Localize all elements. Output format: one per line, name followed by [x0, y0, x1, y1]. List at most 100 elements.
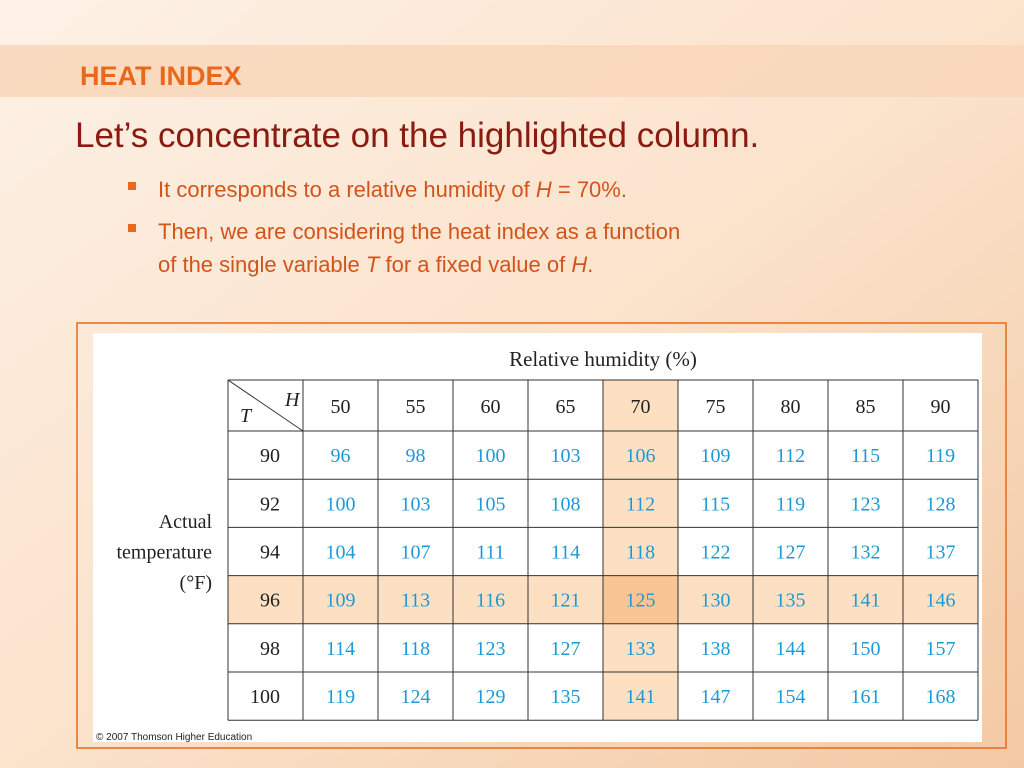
humidity-label: 70	[631, 396, 651, 418]
cell-value: 150	[851, 638, 881, 660]
temperature-label: 94	[260, 542, 280, 564]
cell-value: 168	[926, 686, 956, 708]
cell-value: 119	[776, 493, 805, 515]
cell-value: 116	[476, 590, 505, 612]
cell-value: 133	[626, 638, 656, 660]
cell-value: 141	[626, 686, 656, 708]
highlight-cell	[603, 380, 678, 431]
cell-value: 122	[701, 542, 731, 564]
cell-value: 119	[326, 686, 355, 708]
cell-value: 123	[476, 638, 506, 660]
humidity-label: 90	[931, 396, 951, 418]
cell-value: 129	[476, 686, 506, 708]
text-run: H	[536, 177, 552, 202]
cell-value: 118	[626, 542, 655, 564]
cell-value: 161	[851, 686, 881, 708]
highlight-cell	[603, 431, 678, 480]
cell-value: 107	[401, 542, 431, 564]
highlight-cell	[378, 575, 453, 624]
cell-value: 111	[476, 542, 505, 564]
cell-value: 114	[326, 638, 355, 660]
text-run: Then, we are considering the heat index …	[158, 219, 680, 244]
cell-value: 138	[701, 638, 731, 660]
row-header: (°F)	[180, 572, 212, 594]
bullet-icon	[128, 224, 136, 232]
slide-title: HEAT INDEX	[80, 61, 242, 91]
row-header: Actual	[159, 511, 213, 533]
highlight-cell	[228, 575, 303, 624]
cell-value: 137	[926, 542, 956, 564]
cell-value: 113	[401, 590, 430, 612]
temperature-label: 100	[250, 686, 280, 708]
cell-value: 114	[551, 542, 580, 564]
highlight-cell	[603, 527, 678, 576]
cell-value: 109	[701, 445, 731, 467]
cell-value: 127	[776, 542, 806, 564]
bullet-text: of the single variable T for a fixed val…	[158, 252, 593, 277]
table-line	[227, 379, 304, 432]
cell-value: 106	[626, 445, 656, 467]
cell-value: 124	[401, 686, 431, 708]
cell-value: 146	[926, 590, 956, 612]
cell-value: 109	[326, 590, 356, 612]
cell-value: 100	[476, 445, 506, 467]
cell-value: 157	[926, 638, 956, 660]
humidity-label: 55	[406, 396, 426, 418]
cell-value: 108	[551, 493, 581, 515]
text-run: It corresponds to a relative humidity of	[158, 177, 536, 202]
cell-value: 100	[326, 493, 356, 515]
text-run: for a fixed value of	[379, 252, 571, 277]
cell-value: 135	[776, 590, 806, 612]
corner-row: T	[240, 405, 253, 427]
cell-value: 135	[551, 686, 581, 708]
text-run: T	[366, 252, 381, 277]
cell-value: 125	[626, 590, 656, 612]
cell-value: 119	[926, 445, 955, 467]
cell-value: 112	[626, 493, 655, 515]
humidity-label: 65	[556, 396, 576, 418]
cell-value: 118	[401, 638, 430, 660]
cell-value: 115	[851, 445, 880, 467]
cell-value: 103	[401, 493, 431, 515]
cell-value: 147	[701, 686, 731, 708]
highlight-cell	[528, 575, 603, 624]
temperature-label: 96	[260, 590, 280, 612]
cell-value: 121	[551, 590, 581, 612]
cell-value: 130	[701, 590, 731, 612]
highlight-cell	[828, 575, 903, 624]
cell-value: 104	[326, 542, 356, 564]
highlight-cell	[453, 575, 528, 624]
cell-value: 115	[701, 493, 730, 515]
heading: Let’s concentrate on the highlighted col…	[75, 116, 759, 155]
cell-value: 96	[331, 445, 351, 467]
cell-value: 128	[926, 493, 956, 515]
text-run: .	[587, 252, 593, 277]
table: 50 55 60 65 70 75 80 85 90 90 96 98 100 103 106 109 112 1…	[228, 380, 978, 721]
bullet-text: Then, we are considering the heat index …	[158, 219, 680, 244]
highlight-cell	[903, 575, 978, 624]
corner-column: H	[284, 389, 301, 411]
text-run: = 70%.	[552, 177, 627, 202]
cell-value: 98	[406, 445, 426, 467]
table-lines	[227, 379, 979, 721]
highlight-cell	[753, 575, 828, 624]
cell-value: 127	[551, 638, 581, 660]
cell-value: 105	[476, 493, 506, 515]
bullet-icon	[128, 182, 136, 190]
cell-value: 123	[851, 493, 881, 515]
temperature-label: 92	[260, 493, 280, 515]
humidity-label: 85	[856, 396, 876, 418]
column-header: Relative humidity (%)	[509, 347, 697, 371]
cell-value: 141	[851, 590, 881, 612]
credit: © 2007 Thomson Higher Education	[96, 732, 252, 743]
humidity-label: 50	[331, 396, 351, 418]
humidity-label: 75	[706, 396, 726, 418]
humidity-label: 60	[481, 396, 501, 418]
temperature-label: 90	[260, 445, 280, 467]
highlight-cell	[678, 575, 753, 624]
cell-value: 144	[776, 638, 806, 660]
highlight-cell	[603, 672, 678, 721]
figure	[93, 333, 982, 742]
highlight-cell	[303, 575, 378, 624]
